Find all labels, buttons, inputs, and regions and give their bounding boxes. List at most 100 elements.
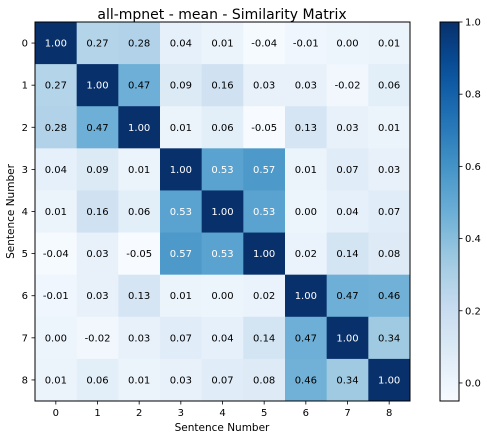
heatmap-cell-label-1-3: 0.09: [170, 81, 192, 92]
heatmap-cell-label-7-2: 0.03: [128, 333, 150, 344]
y-tick-label-2: 2: [22, 123, 28, 134]
heatmap-cell-0-4: [201, 22, 244, 65]
heatmap-cell-label-3-2: 0.01: [128, 165, 150, 176]
heatmap-cell-7-0: [35, 316, 78, 360]
heatmap-cell-label-0-1: 0.27: [86, 39, 108, 50]
heatmap-cell-label-4-3: 0.53: [170, 207, 192, 218]
heatmap-cell-8-7: [326, 358, 369, 402]
heatmap-cell-label-6-0: -0.01: [43, 291, 69, 302]
colorbar-tick-label-2: 0.4: [465, 234, 481, 245]
heatmap-cell-3-2: [118, 148, 161, 191]
heatmap-cell-7-7: [326, 316, 369, 360]
heatmap-cell-7-1: [76, 316, 119, 360]
heatmap-cell-2-8: [368, 106, 411, 149]
heatmap-cell-0-7: [326, 22, 369, 65]
heatmap-cell-2-1: [76, 106, 119, 149]
y-tick-label-3: 3: [22, 165, 28, 176]
heatmap-cell-label-7-5: 0.14: [253, 333, 275, 344]
colorbar-ticks: 0.0 0.2 0.4 0.6 0.8 1.0: [459, 18, 481, 389]
heatmap-cell-labels: 1.00 0.27 0.28 0.04 0.01 -0.04 -0.01 0.00 0.01 0.…: [43, 39, 400, 387]
x-tick-label-3: 3: [178, 408, 184, 419]
heatmap-cell-1-0: [35, 64, 78, 107]
heatmap-cell-5-4: [201, 232, 244, 276]
heatmap-cell-label-8-8: 1.00: [378, 375, 400, 386]
heatmap-cell-label-7-3: 0.07: [170, 333, 192, 344]
heatmap-cell-label-7-6: 0.47: [295, 333, 317, 344]
heatmap-cell-label-6-2: 0.13: [128, 291, 150, 302]
heatmap-cell-label-8-4: 0.07: [211, 375, 233, 386]
heatmap-cell-label-1-6: 0.03: [295, 81, 317, 92]
heatmap-cell-2-0: [35, 106, 78, 149]
heatmap-cell-label-2-7: 0.03: [336, 123, 358, 134]
heatmap-cell-label-2-5: -0.05: [251, 123, 277, 134]
heatmap-cell-8-0: [35, 358, 78, 402]
heatmap-cell-1-4: [201, 64, 244, 107]
heatmap-cell-0-1: [76, 22, 119, 65]
colorbar-tick-label-4: 0.8: [465, 90, 481, 101]
heatmap-cell-4-1: [76, 190, 119, 233]
y-axis-label: Sentence Number: [5, 163, 17, 258]
heatmap-cell-label-8-2: 0.01: [128, 375, 150, 386]
heatmap-cell-label-5-3: 0.57: [170, 249, 192, 260]
x-tick-label-1: 1: [94, 408, 100, 419]
heatmap-cell-4-5: [243, 190, 286, 233]
heatmap-cell-3-3: [160, 148, 203, 191]
heatmap-cell-label-1-1: 1.00: [86, 81, 108, 92]
heatmap-cell-label-2-6: 0.13: [295, 123, 317, 134]
heatmap-cell-label-8-1: 0.06: [86, 375, 108, 386]
heatmap-cell-label-8-6: 0.46: [295, 375, 317, 386]
heatmap-cell-label-0-3: 0.04: [170, 39, 192, 50]
heatmap-cell-label-4-0: 0.01: [45, 207, 67, 218]
heatmap-cell-7-5: [243, 316, 286, 360]
heatmap-cell-label-1-8: 0.06: [378, 81, 400, 92]
heatmap-cell-label-5-4: 0.53: [211, 249, 233, 260]
heatmap-cell-5-3: [160, 232, 203, 276]
colorbar: 0.0 0.2 0.4 0.6 0.8 1.0: [439, 18, 481, 402]
heatmap-cell-label-3-6: 0.01: [295, 165, 317, 176]
y-axis: 0 1 2 3 4 5 6 7 8: [22, 39, 35, 386]
heatmap-cell-label-0-2: 0.28: [128, 39, 150, 50]
heatmap-cell-7-8: [368, 316, 411, 360]
x-tick-label-6: 6: [303, 408, 309, 419]
heatmap-cell-label-2-8: 0.01: [378, 123, 400, 134]
heatmap-cells: [35, 22, 411, 402]
heatmap-cell-7-2: [118, 316, 161, 360]
y-tick-label-6: 6: [22, 291, 28, 302]
heatmap-cell-5-1: [76, 232, 119, 276]
heatmap-cell-1-2: [118, 64, 161, 107]
heatmap-cell-6-8: [368, 274, 411, 318]
heatmap-cell-0-5: [243, 22, 286, 65]
heatmap-cell-label-1-7: -0.02: [335, 81, 361, 92]
heatmap-cell-1-7: [326, 64, 369, 107]
heatmap-cell-label-7-1: -0.02: [85, 333, 111, 344]
heatmap-cell-4-8: [368, 190, 411, 233]
heatmap-cell-label-6-6: 1.00: [295, 291, 317, 302]
heatmap-cell-8-1: [76, 358, 119, 402]
heatmap-cell-5-7: [326, 232, 369, 276]
x-tick-label-0: 0: [53, 408, 59, 419]
heatmap-cell-7-4: [201, 316, 244, 360]
chart-title: all-mpnet - mean - Similarity Matrix: [97, 7, 346, 23]
y-tick-label-5: 5: [22, 249, 28, 260]
heatmap-cell-5-5: [243, 232, 286, 276]
heatmap-cell-6-3: [160, 274, 203, 318]
y-tick-label-0: 0: [22, 39, 28, 50]
colorbar-tick-label-5: 1.0: [465, 18, 481, 29]
x-tick-label-2: 2: [136, 408, 142, 419]
heatmap-cell-label-4-2: 0.06: [128, 207, 150, 218]
heatmap-cell-4-6: [285, 190, 328, 233]
heatmap-cell-label-6-5: 0.02: [253, 291, 275, 302]
heatmap-cell-2-2: [118, 106, 161, 149]
heatmap-cell-6-4: [201, 274, 244, 318]
heatmap-cell-label-3-3: 1.00: [170, 165, 192, 176]
heatmap-cell-1-6: [285, 64, 328, 107]
heatmap-cell-label-5-8: 0.08: [378, 249, 400, 260]
heatmap-cell-4-4: [201, 190, 244, 233]
heatmap-cell-1-3: [160, 64, 203, 107]
heatmap-cell-label-0-0: 1.00: [45, 39, 67, 50]
heatmap-cell-label-8-0: 0.01: [45, 375, 67, 386]
heatmap-cell-label-4-6: 0.00: [295, 207, 317, 218]
heatmap-cell-5-6: [285, 232, 328, 276]
heatmap-cell-2-3: [160, 106, 203, 149]
heatmap-cell-label-3-8: 0.03: [378, 165, 400, 176]
